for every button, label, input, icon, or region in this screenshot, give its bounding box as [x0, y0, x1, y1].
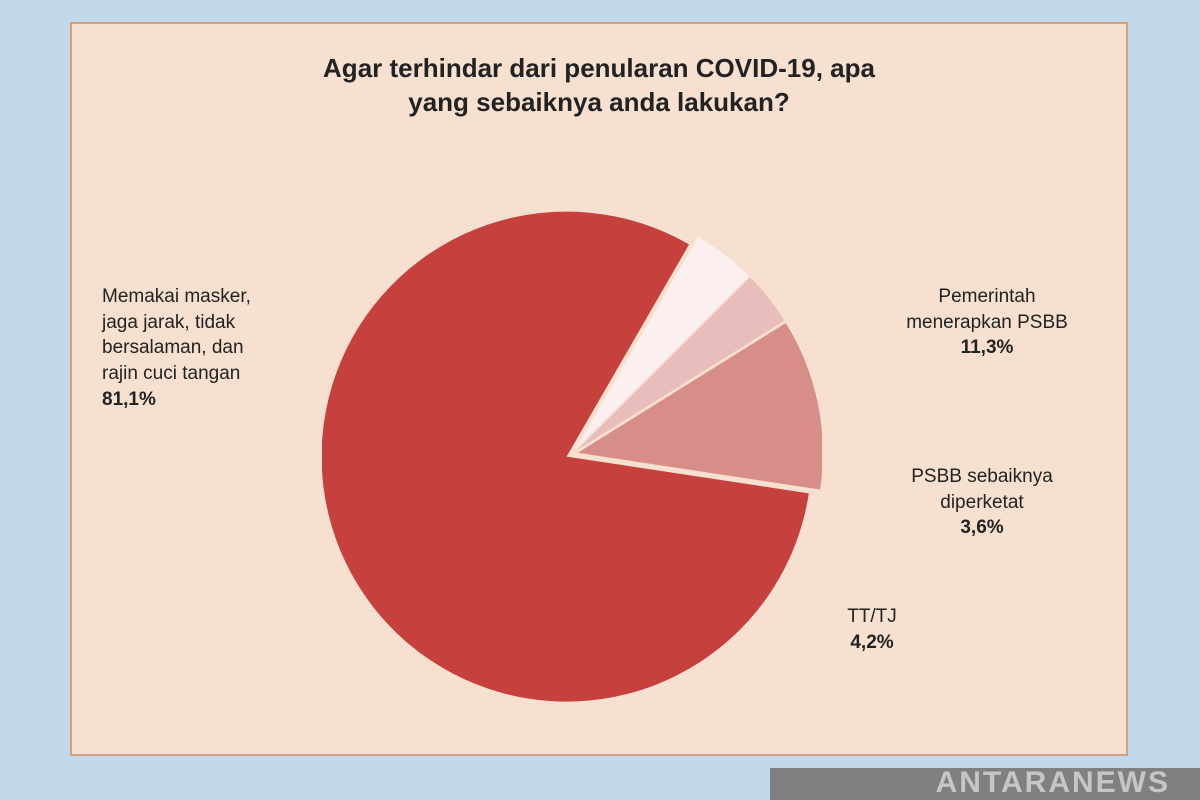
- chart-title: Agar terhindar dari penularan COVID-19, …: [72, 52, 1126, 120]
- slice-label: Pemerintahmenerapkan PSBB11,3%: [872, 284, 1102, 361]
- slice-label: PSBB sebaiknyadiperketat3,6%: [872, 464, 1092, 541]
- slice-label: TT/TJ4,2%: [802, 604, 942, 655]
- watermark-text: ANTARANEWS: [936, 766, 1170, 800]
- chart-title-line2: yang sebaiknya anda lakukan?: [408, 87, 790, 117]
- stage: Agar terhindar dari penularan COVID-19, …: [0, 0, 1200, 800]
- pie-chart: [322, 204, 822, 704]
- pie-svg: [322, 204, 822, 704]
- slice-label: Memakai masker,jaga jarak, tidakbersalam…: [102, 284, 322, 412]
- chart-panel: Agar terhindar dari penularan COVID-19, …: [72, 24, 1126, 754]
- chart-title-line1: Agar terhindar dari penularan COVID-19, …: [323, 53, 875, 83]
